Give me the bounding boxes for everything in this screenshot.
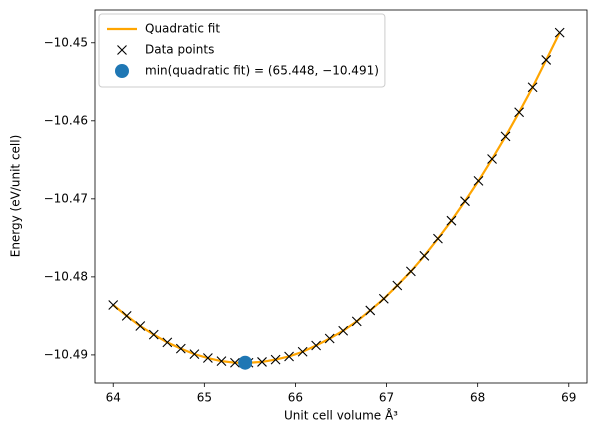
data-point: [446, 215, 457, 226]
data-point: [284, 351, 294, 362]
data-point: [460, 196, 470, 207]
data-point: [338, 325, 349, 336]
x-tick-label: 67: [379, 391, 394, 405]
y-tick-label: −10.49: [44, 347, 88, 361]
data-point: [108, 300, 119, 310]
y-tick-label: −10.46: [44, 113, 88, 127]
data-point: [419, 250, 430, 261]
legend-swatch: [115, 64, 129, 78]
y-axis-label: Energy (eV/unit cell): [9, 135, 23, 258]
data-point: [270, 354, 281, 365]
data-point: [500, 131, 511, 142]
data-point: [392, 280, 403, 291]
legend-label: min(quadratic fit) = (65.448, −10.491): [145, 64, 379, 78]
data-point: [324, 333, 335, 344]
y-tick-label: −10.47: [44, 191, 88, 205]
y-tick-label: −10.45: [44, 35, 88, 49]
data-point: [433, 233, 443, 244]
data-point: [135, 321, 146, 331]
y-tick-label: −10.48: [44, 269, 88, 283]
data-point: [378, 293, 389, 304]
x-tick-label: 64: [106, 391, 121, 405]
data-point: [121, 311, 132, 321]
plot-area: [108, 27, 565, 370]
legend-label: Data points: [145, 43, 214, 57]
plot-frame: [94, 9, 588, 384]
data-point: [527, 82, 538, 93]
data-point: [257, 357, 267, 367]
data-point: [162, 337, 173, 348]
legend-box: [98, 13, 386, 88]
data-point: [148, 329, 159, 340]
data-point: [541, 55, 552, 65]
data-point: [202, 353, 213, 363]
x-tick-label: 68: [470, 391, 485, 405]
data-point: [405, 266, 416, 277]
x-tick-label: 65: [197, 391, 212, 405]
x-tick-label: 69: [561, 391, 576, 405]
data-point: [514, 107, 525, 118]
data-point: [351, 316, 362, 327]
data-point: [311, 340, 322, 351]
data-point: [554, 27, 565, 38]
fit-line: [112, 32, 561, 364]
data-point: [175, 343, 186, 354]
x-axis-label: Unit cell volume Å³: [284, 408, 398, 423]
min-point: [238, 355, 253, 370]
x-tick-label: 66: [288, 391, 303, 405]
data-point: [230, 357, 240, 368]
data-point: [365, 305, 376, 316]
legend-swatch: [117, 45, 127, 55]
data-point: [487, 154, 497, 164]
legend-label: Quadratic fit: [145, 22, 220, 36]
data-point: [297, 346, 308, 357]
data-point: [216, 356, 227, 367]
data-point: [189, 349, 200, 360]
data-point: [473, 176, 484, 186]
